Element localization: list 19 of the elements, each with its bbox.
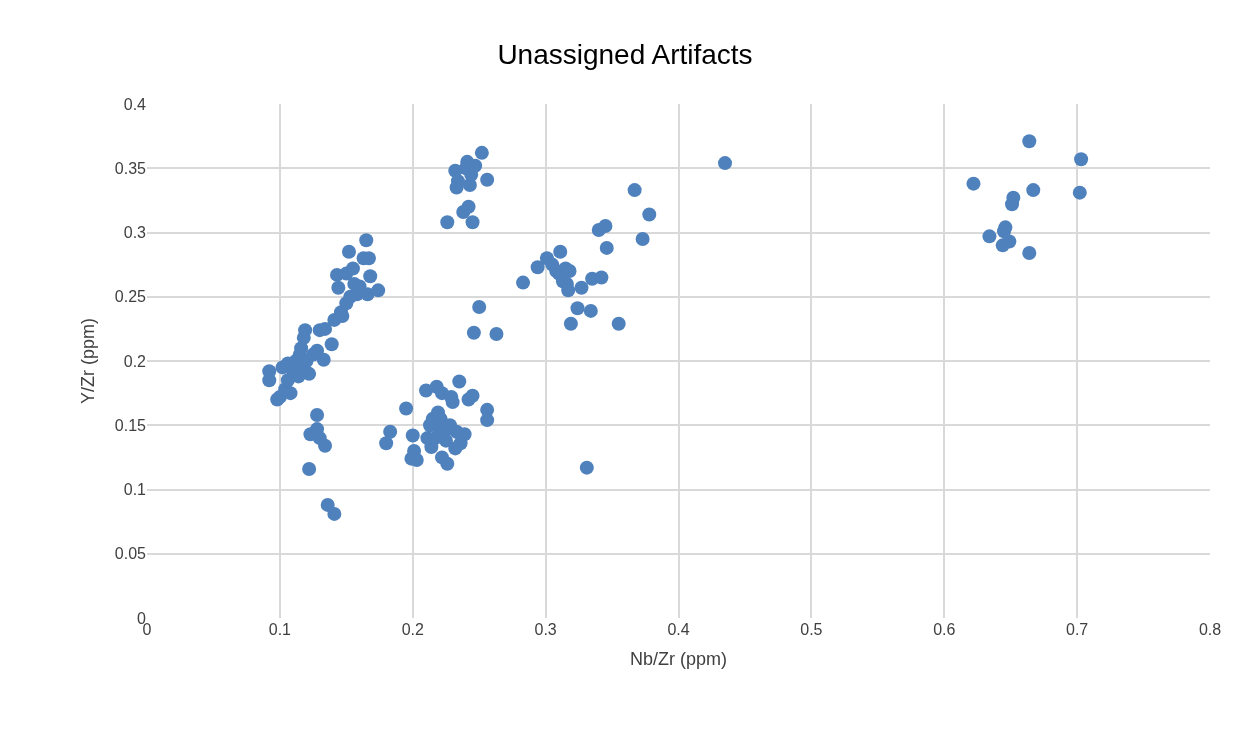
y-tick-label: 0.4 xyxy=(123,95,147,113)
x-tick-label: 0.7 xyxy=(1065,621,1089,638)
x-tick-label: 0.8 xyxy=(1198,621,1222,638)
x-tick-label: 0.3 xyxy=(534,621,557,638)
x-tick-label: 0.2 xyxy=(401,621,424,638)
x-tick-label: 0.6 xyxy=(933,621,956,638)
y-tick-label: 0.05 xyxy=(114,545,147,563)
x-axis-title: Nb/Zr (ppm) xyxy=(629,649,728,670)
y-tick-label: 0.2 xyxy=(123,352,147,370)
y-tick-label: 0.25 xyxy=(114,288,147,306)
y-axis-title: Y/Zr (ppm) xyxy=(78,317,99,405)
y-tick-label: 0.1 xyxy=(123,481,147,499)
y-tick-label: 0.35 xyxy=(114,159,147,177)
y-tick-label: 0.15 xyxy=(114,416,147,434)
x-tick-label: 0.4 xyxy=(667,621,690,638)
x-tick-label: 0.1 xyxy=(268,621,292,638)
chart-title: Unassigned Artifacts xyxy=(497,38,753,70)
x-tick-label: 0.5 xyxy=(800,621,823,638)
y-tick-label: 0.3 xyxy=(123,224,147,242)
